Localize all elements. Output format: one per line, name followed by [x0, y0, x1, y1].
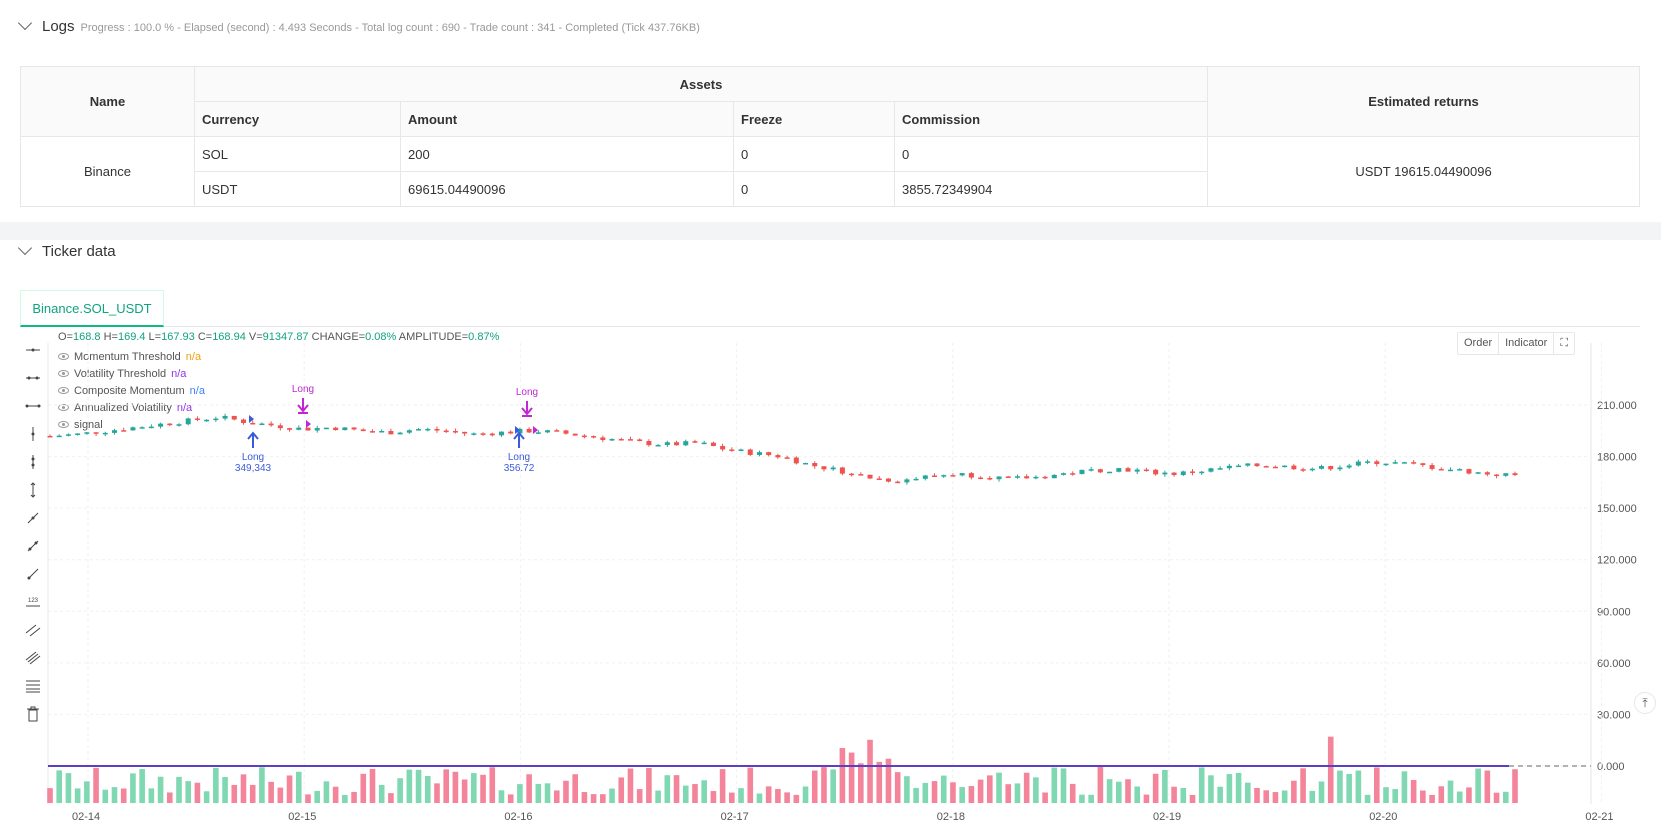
legend-value: n/a	[185, 350, 202, 363]
scroll-top-icon[interactable]: ⤒	[1634, 692, 1656, 714]
indicator-button[interactable]: Indicator	[1499, 333, 1555, 354]
eye-icon[interactable]	[58, 353, 69, 360]
svg-text:123: 123	[28, 598, 39, 604]
currency-cell: USDT	[194, 171, 401, 207]
horizontal-ray-tool-icon[interactable]	[20, 364, 46, 392]
vertical-ray-tool-icon[interactable]	[20, 476, 46, 504]
header-amount: Amount	[400, 101, 734, 137]
volume-label: V=	[248, 331, 263, 343]
legend-label: Composite Momentum	[74, 384, 185, 397]
volume-value: 91347.87	[262, 331, 309, 343]
price-label-tool-icon[interactable]: 123	[20, 588, 46, 616]
trend-segment-tool-icon[interactable]	[20, 532, 46, 560]
order-button[interactable]: Order	[1458, 333, 1500, 354]
header-freeze: Freeze	[733, 101, 895, 137]
tab-binance-sol-usdt[interactable]: Binance.SOL_USDT	[20, 290, 164, 327]
open-label: O=	[58, 331, 73, 343]
high-value: 169.4	[117, 331, 146, 343]
freeze-cell: 0	[733, 136, 895, 172]
logs-title: Logs	[42, 18, 75, 35]
low-label: L=	[148, 331, 162, 343]
parallel-channel-tool-icon[interactable]	[20, 616, 46, 644]
fibonacci-channel-tool-icon[interactable]	[20, 644, 46, 672]
legend-label: Momentum Threshold	[74, 350, 181, 363]
amplitude-label: AMPLITUDE=	[398, 331, 469, 343]
assets-table: Name Assets Estimated returns Currency A…	[20, 66, 1640, 207]
legend-label: Annualized Volatility	[74, 401, 172, 414]
table-row: Binance SOL 200 0 0 USDT 19615.04490096	[20, 136, 1640, 207]
legend-volatility-threshold[interactable]: Volatility Threshold n/a	[58, 365, 205, 382]
vertical-line-tool-icon[interactable]	[20, 420, 46, 448]
legend-annualized-volatility[interactable]: Annualized Volatility n/a	[58, 399, 205, 416]
collapse-caret-icon[interactable]	[17, 240, 33, 256]
open-value: 168.8	[72, 331, 101, 343]
ray-line-tool-icon[interactable]	[20, 560, 46, 588]
legend-label: signal	[74, 418, 103, 431]
change-label: CHANGE=	[311, 331, 366, 343]
drawing-toolbar: 123	[20, 336, 46, 728]
change-value: 0.08%	[365, 331, 397, 343]
logs-header[interactable]: Logs Progress : 100.0 % - Elapsed (secon…	[17, 15, 700, 35]
legend-value: n/a	[189, 384, 205, 397]
horizontal-line-tool-icon[interactable]	[20, 336, 46, 364]
ticker-title: Ticker data	[42, 243, 116, 260]
ticker-tab-bar: Binance.SOL_USDT	[20, 290, 1640, 327]
header-estimated: Estimated returns	[1207, 66, 1640, 137]
legend-composite-momentum[interactable]: Composite Momentum n/a	[58, 382, 205, 399]
fibonacci-retracement-tool-icon[interactable]	[20, 672, 46, 700]
eye-icon[interactable]	[58, 370, 69, 377]
table-row: USDT 69615.04490096 0 3855.72349904	[21, 171, 1640, 207]
collapse-caret-icon[interactable]	[17, 15, 33, 31]
extended-line-tool-icon[interactable]	[20, 392, 46, 420]
exchange-cell: Binance	[20, 136, 195, 207]
header-currency: Currency	[194, 101, 401, 137]
header-assets: Assets	[194, 66, 1208, 102]
commission-cell: 0	[894, 136, 1208, 172]
header-name: Name	[20, 66, 195, 137]
ticker-panel: Ticker data Binance.SOL_USDT 123 O=168.8…	[0, 240, 1661, 824]
high-label: H=	[103, 331, 118, 343]
close-label: C=	[197, 331, 213, 343]
vertical-segment-tool-icon[interactable]	[20, 448, 46, 476]
legend-signal[interactable]: signal	[58, 416, 205, 433]
estimated-returns-cell: USDT 19615.04490096	[1207, 136, 1640, 207]
header-commission: Commission	[894, 101, 1208, 137]
amount-cell: 200	[400, 136, 734, 172]
eye-icon[interactable]	[58, 421, 69, 428]
eye-icon[interactable]	[58, 387, 69, 394]
legend-label: Volatility Threshold	[74, 367, 167, 380]
close-value: 168.94	[212, 331, 246, 343]
legend-value: n/a	[176, 401, 193, 414]
currency-cell: SOL	[194, 136, 401, 172]
trend-line-tool-icon[interactable]	[20, 504, 46, 532]
fullscreen-icon[interactable]: ⛶	[1560, 337, 1569, 349]
ticker-header[interactable]: Ticker data	[17, 240, 116, 260]
amplitude-value: 0.87%	[468, 331, 500, 343]
logs-meta: Progress : 100.0 % - Elapsed (second) : …	[80, 22, 700, 34]
indicator-legend: Momentum Threshold n/a Volatility Thresho…	[58, 348, 205, 433]
legend-momentum-threshold[interactable]: Momentum Threshold n/a	[58, 348, 205, 365]
freeze-cell: 0	[733, 171, 895, 207]
logs-panel: Logs Progress : 100.0 % - Elapsed (secon…	[0, 0, 1661, 222]
amount-cell: 69615.04490096	[400, 171, 734, 207]
chart-controls: Order Indicator ⛶	[1457, 332, 1576, 355]
eye-icon[interactable]	[58, 404, 69, 411]
commission-cell: 3855.72349904	[894, 171, 1208, 207]
trash-icon[interactable]	[20, 700, 46, 728]
legend-value: n/a	[171, 367, 187, 380]
low-value: 167.93	[161, 331, 195, 343]
ohlc-readout: O=168.8 H=169.4 L=167.93 C=168.94 V=9134…	[58, 331, 499, 343]
